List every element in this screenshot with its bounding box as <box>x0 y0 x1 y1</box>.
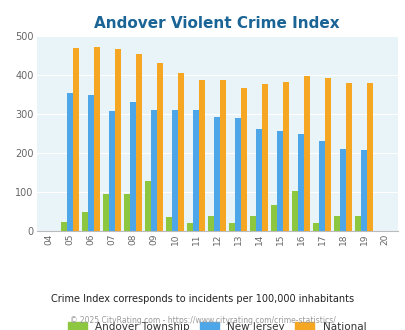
Bar <box>172 110 178 231</box>
Bar <box>157 63 162 231</box>
Bar <box>256 129 262 231</box>
Bar <box>345 83 351 231</box>
Bar <box>208 216 214 231</box>
Bar <box>82 212 88 231</box>
Bar <box>334 216 339 231</box>
Title: Andover Violent Crime Index: Andover Violent Crime Index <box>94 16 339 31</box>
Bar <box>166 217 172 231</box>
Text: © 2025 CityRating.com - https://www.cityrating.com/crime-statistics/: © 2025 CityRating.com - https://www.city… <box>70 316 335 325</box>
Bar <box>282 82 288 231</box>
Bar <box>130 103 136 231</box>
Bar <box>198 80 205 231</box>
Bar <box>298 134 303 231</box>
Bar <box>271 205 277 231</box>
Bar <box>366 83 372 231</box>
Bar <box>94 47 100 231</box>
Bar <box>241 88 246 231</box>
Bar <box>318 141 324 231</box>
Bar <box>115 49 121 231</box>
Bar <box>360 150 366 231</box>
Bar <box>262 84 267 231</box>
Bar <box>234 118 241 231</box>
Bar <box>277 131 282 231</box>
Bar <box>61 222 67 231</box>
Bar <box>303 77 309 231</box>
Bar <box>103 194 109 231</box>
Bar <box>229 223 235 231</box>
Bar <box>292 191 298 231</box>
Bar <box>151 110 157 231</box>
Bar <box>124 194 130 231</box>
Bar <box>178 73 183 231</box>
Bar <box>313 223 318 231</box>
Bar <box>220 80 226 231</box>
Bar <box>354 216 360 231</box>
Text: Crime Index corresponds to incidents per 100,000 inhabitants: Crime Index corresponds to incidents per… <box>51 294 354 304</box>
Bar <box>67 93 73 231</box>
Bar <box>324 78 330 231</box>
Bar <box>109 112 115 231</box>
Bar <box>187 223 193 231</box>
Bar <box>136 54 142 231</box>
Bar <box>339 149 345 231</box>
Bar <box>88 95 94 231</box>
Bar <box>250 216 256 231</box>
Bar <box>73 49 79 231</box>
Bar <box>214 116 220 231</box>
Legend: Andover Township, New Jersey, National: Andover Township, New Jersey, National <box>64 318 369 330</box>
Bar <box>193 110 198 231</box>
Bar <box>145 181 151 231</box>
